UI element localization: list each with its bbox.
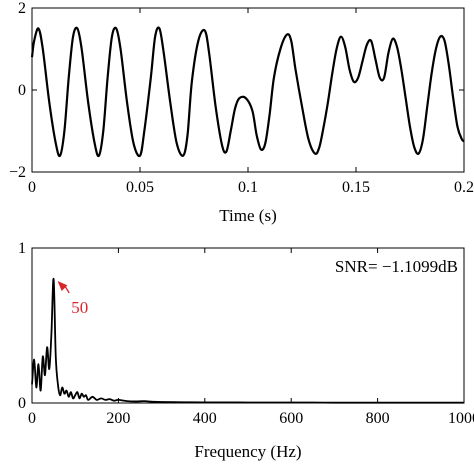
time-plot-frame — [31, 7, 465, 173]
x-tick-label: 0.05 — [126, 179, 154, 196]
snr-annotation: SNR= −1.1099dB — [335, 257, 458, 276]
x-tick-label: 0.2 — [454, 179, 474, 196]
peak-label: 50 — [71, 298, 88, 317]
time-axis-ticks: 0 0.05 0.1 0.15 0.2−202 — [9, 0, 474, 196]
frequency-x-axis-label: Frequency (Hz) — [194, 442, 301, 461]
y-tick-label: 0 — [18, 395, 26, 412]
x-tick-label: 600 — [279, 410, 303, 427]
time-signal-lines — [30, 26, 465, 158]
peak-arrow-head — [57, 281, 68, 291]
x-tick-label: 0 — [28, 410, 36, 427]
peak-annotation: 50 — [57, 281, 88, 317]
x-tick-label: 800 — [366, 410, 390, 427]
series-line — [30, 26, 465, 158]
y-tick-label: −2 — [9, 164, 26, 181]
x-tick-label: 400 — [193, 410, 217, 427]
y-tick-label: 2 — [18, 0, 26, 17]
x-tick-label: 0 — [28, 179, 36, 196]
x-tick-label: 0.15 — [342, 179, 370, 196]
y-tick-label: 1 — [18, 240, 26, 257]
time-domain-panel: 0 0.05 0.1 0.15 0.2−202 Time (s) — [9, 0, 474, 225]
x-tick-label: 0.1 — [238, 179, 258, 196]
spectrum-lines — [31, 278, 464, 404]
time-x-axis-label: Time (s) — [219, 206, 276, 225]
x-tick-label: 200 — [106, 410, 130, 427]
series-line — [31, 278, 464, 404]
y-tick-label: 0 — [18, 82, 26, 99]
